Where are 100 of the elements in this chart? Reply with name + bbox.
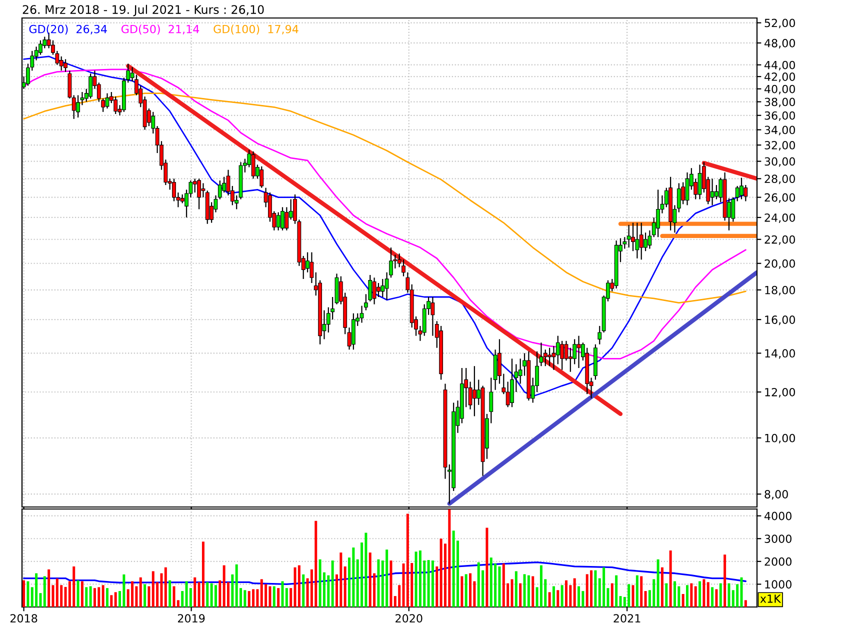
bar: [594, 570, 597, 607]
bar: [578, 586, 580, 607]
candlestick: [284, 206, 289, 231]
bar: [272, 586, 276, 607]
candlestick: [114, 96, 118, 115]
bar: [724, 554, 726, 607]
bar: [502, 563, 505, 607]
y-tick-label: 4000: [764, 512, 792, 520]
y-tick-label: 3000: [764, 534, 792, 544]
candlestick: [59, 56, 64, 72]
y-tick-label: 14,00: [765, 349, 796, 359]
bar: [665, 583, 668, 607]
bar: [602, 567, 606, 607]
bar: [72, 566, 76, 607]
bar: [114, 592, 117, 607]
bar: [80, 581, 84, 607]
bar: [477, 562, 480, 607]
bar: [532, 576, 534, 607]
bar: [139, 577, 142, 607]
bar: [152, 571, 154, 607]
candlestick: [510, 358, 514, 408]
bar: [652, 579, 656, 607]
bar: [460, 576, 464, 607]
bar: [110, 595, 113, 607]
bar: [514, 571, 518, 607]
bar: [260, 579, 263, 607]
bar: [144, 584, 146, 607]
bar: [85, 587, 88, 607]
bar: [728, 583, 730, 607]
y-tick-label: 36,00: [764, 111, 796, 121]
bar: [56, 578, 58, 607]
x-tick-label: 2021: [614, 614, 640, 623]
bar: [231, 574, 234, 607]
bar: [206, 582, 209, 607]
bar: [35, 573, 38, 607]
candlestick: [635, 222, 640, 259]
candlestick: [360, 305, 364, 324]
candlestick: [72, 94, 76, 120]
bar: [431, 560, 434, 607]
bar: [644, 591, 647, 607]
candlestick: [685, 172, 690, 206]
candlestick: [64, 58, 68, 72]
bar: [686, 585, 689, 607]
candlestick: [192, 178, 197, 194]
y-tick-label: 20,00: [764, 259, 796, 269]
bar: [277, 588, 280, 607]
candlestick: [710, 178, 714, 206]
candlestick: [197, 178, 201, 210]
candlestick: [372, 277, 376, 305]
bar: [702, 579, 706, 607]
bar: [706, 582, 710, 607]
bar: [698, 581, 702, 607]
bar: [148, 586, 150, 607]
y-tick-label: 30,00: [764, 157, 796, 167]
candlestick: [251, 150, 256, 180]
bar: [498, 566, 501, 607]
bar: [377, 559, 380, 607]
bar: [740, 577, 743, 607]
bar: [586, 574, 588, 607]
bar: [222, 565, 226, 607]
bar: [656, 559, 660, 607]
bar: [669, 550, 672, 607]
bar: [327, 575, 330, 607]
bar: [427, 560, 430, 607]
bar: [590, 570, 593, 607]
bar: [43, 576, 46, 607]
candlestick: [76, 94, 80, 118]
bar: [302, 574, 305, 607]
bar: [560, 585, 564, 607]
bar: [268, 586, 272, 607]
y-tick-label: 18,00: [765, 286, 796, 296]
bar: [22, 580, 26, 607]
y-tick-label: 24,00: [764, 213, 796, 223]
bar: [632, 585, 634, 607]
bar: [682, 594, 684, 607]
bar: [464, 574, 468, 607]
candlestick: [310, 252, 314, 284]
bar: [244, 590, 246, 607]
bar: [673, 581, 676, 607]
y-tick-label: 44,00: [764, 60, 796, 70]
bar: [715, 589, 718, 607]
bar: [519, 583, 522, 607]
bar: [386, 550, 388, 607]
bar: [719, 583, 722, 607]
bar: [364, 532, 368, 607]
candlestick: [68, 70, 72, 100]
bar: [290, 588, 292, 607]
bar: [523, 574, 526, 607]
bar: [131, 581, 134, 607]
y-tick-label: 8,00: [764, 490, 788, 500]
bar: [202, 542, 204, 607]
bar: [294, 567, 296, 607]
bar: [210, 583, 213, 607]
bar: [640, 576, 643, 607]
y-tick-label: 38,00: [764, 98, 796, 108]
bar: [181, 591, 184, 607]
y-tick-label: 22,00: [764, 235, 796, 245]
bar: [436, 566, 438, 607]
bar: [318, 559, 322, 607]
bar: [256, 589, 259, 607]
